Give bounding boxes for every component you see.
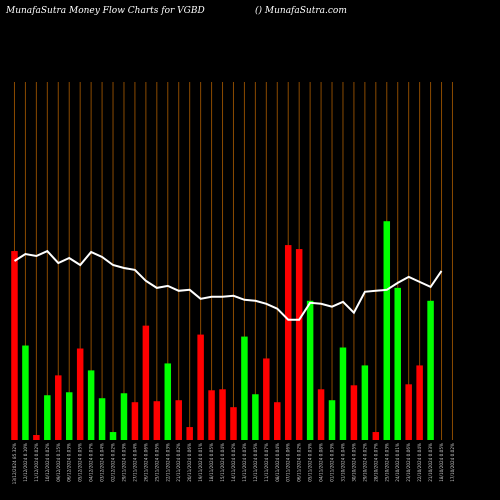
x-tick-label: 31/10/2024 0.04% [340, 443, 345, 482]
money-flow-bar [372, 432, 380, 440]
money-flow-bar [274, 402, 281, 440]
money-flow-bar [339, 347, 347, 440]
chart-header-right: () MunafaSutra.com [255, 6, 347, 16]
x-tick-label: 21/10/2024 0.03% [428, 443, 433, 482]
money-flow-bar [120, 393, 128, 440]
money-flow-bar [65, 392, 73, 440]
money-flow-bar [22, 345, 29, 440]
money-flow-bar [230, 407, 237, 440]
money-flow-bar [219, 389, 226, 440]
x-tick-label: 22/10/2024 0.04% [417, 443, 422, 482]
x-tick-label: 11/11/2024 0.07% [264, 443, 269, 482]
price-line [13, 249, 443, 321]
x-tick-label: 04/12/2024 0.07% [89, 443, 94, 482]
x-tick-label: 08/11/2024 0.04% [275, 443, 280, 482]
x-tick-label: 11/12/2024 0.02% [34, 443, 39, 482]
x-tick-label: 07/11/2024 0.06% [286, 443, 291, 482]
x-tick-label: 13/12/2024 85.32% [12, 443, 17, 484]
money-flow-bar [142, 325, 150, 440]
money-flow-bars [11, 221, 434, 440]
x-tick-label: 09/12/2024 0.15% [56, 443, 61, 482]
x-tick-label: 19/11/2024 0.01% [198, 443, 203, 482]
money-flow-bar [208, 390, 215, 440]
x-axis-labels: 13/12/2024 85.32% 12/12/2024 0.10% 11/12/2… [12, 443, 455, 484]
x-tick-label: 14/11/2024 0.02% [231, 443, 236, 482]
x-tick-label: 13/11/2024 0.03% [242, 443, 247, 482]
money-flow-bar [427, 300, 434, 440]
x-tick-label: 01/11/2024 0.03% [330, 443, 335, 482]
money-flow-bar [361, 365, 369, 440]
money-flow-bar [87, 370, 95, 440]
price-line-layer [13, 249, 443, 321]
x-tick-label: 06/11/2024 0.02% [297, 443, 302, 482]
x-tick-label: 06/12/2024 0.03% [67, 443, 72, 482]
x-tick-label: 21/11/2024 0.02% [176, 443, 181, 482]
money-flow-bar [109, 432, 117, 440]
money-flow-bar [350, 385, 358, 440]
x-tick-label: 03/12/2024 0.04% [100, 443, 105, 482]
x-tick-label: 12/11/2024 0.05% [253, 443, 258, 482]
x-tick-label: 29/10/2024 0.02% [362, 443, 367, 482]
money-flow-bar [317, 389, 325, 440]
money-flow-bar [394, 287, 401, 440]
money-flow-bar [197, 334, 204, 440]
x-tick-label: 28/10/2024 0.07% [373, 443, 378, 482]
x-tick-label: 05/12/2024 0.05% [78, 443, 83, 482]
x-tick-label: 05/11/2024 0.03% [308, 443, 313, 482]
money-flow-bar [164, 363, 172, 440]
x-tick-label: 26/11/2024 0.06% [143, 443, 148, 482]
money-flow-bar [416, 365, 423, 440]
money-flow-bar [153, 401, 161, 440]
x-tick-label: 04/11/2024 0.08% [319, 443, 324, 482]
money-flow-bar [175, 400, 182, 440]
x-tick-label: 22/11/2024 0.03% [165, 443, 170, 482]
money-flow-bar [295, 249, 303, 440]
x-tick-label: 18/10/2024 0.05% [439, 443, 444, 482]
money-flow-bar [186, 427, 193, 440]
money-flow-bar [131, 402, 139, 440]
money-flow-bar [11, 251, 18, 440]
chart-header-left: MunafaSutra Money Flow Charts for VGBD [6, 6, 205, 16]
money-flow-bar [44, 395, 51, 440]
money-flow-bar [241, 336, 248, 440]
money-flow-bar [252, 394, 259, 440]
x-tick-label: 25/10/2024 0.03% [384, 443, 389, 482]
x-tick-label: 24/10/2024 0.01% [395, 443, 400, 482]
x-tick-label: 02/12/2024 0.02% [111, 443, 116, 482]
x-tick-label: 30/10/2024 0.05% [351, 443, 356, 482]
x-tick-label: 29/11/2024 0.03% [121, 443, 126, 482]
x-tick-label: 27/11/2024 0.04% [132, 443, 137, 482]
x-tick-label: 25/11/2024 0.05% [154, 443, 159, 482]
x-tick-label: 23/10/2024 0.06% [406, 443, 411, 482]
money-flow-bar [76, 348, 84, 440]
x-tick-label: 12/12/2024 0.10% [23, 443, 28, 482]
money-flow-bar [263, 358, 270, 440]
x-tick-label: 17/10/2024 0.02% [450, 443, 455, 482]
money-flow-bar [55, 375, 62, 440]
money-flow-bar [328, 400, 336, 440]
money-flow-bar [306, 300, 314, 440]
money-flow-bar [383, 221, 391, 440]
x-tick-label: 18/11/2024 0.05% [209, 443, 214, 482]
money-flow-bar [98, 398, 106, 440]
money-flow-bar [284, 245, 292, 440]
money-flow-bar [33, 435, 40, 440]
x-tick-label: 20/11/2024 0.06% [187, 443, 192, 482]
x-tick-label: 10/12/2024 0.02% [45, 443, 50, 482]
money-flow-bar [405, 384, 412, 440]
x-tick-label: 15/11/2024 0.04% [220, 443, 225, 482]
